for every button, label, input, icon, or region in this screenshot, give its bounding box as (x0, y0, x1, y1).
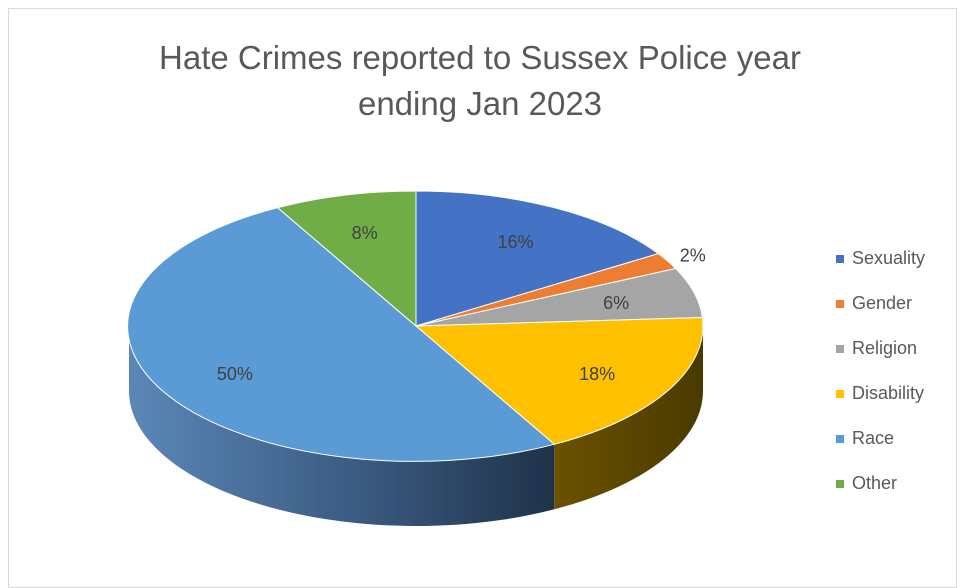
pie-side-race (129, 326, 555, 526)
legend-item-religion: Religion (836, 326, 925, 371)
legend-item-sexuality: Sexuality (836, 236, 925, 281)
legend-swatch (836, 434, 844, 443)
pie-slices (127, 190, 704, 462)
chart-title-line-2: ending Jan 2023 (357, 85, 603, 122)
legend-item-other: Other (836, 461, 925, 506)
chart-title: Hate Crimes reported to Sussex Police ye… (0, 35, 960, 127)
legend-item-gender: Gender (836, 281, 925, 326)
legend: Sexuality Gender Religion Disability Race Oth… (836, 236, 925, 506)
legend-label: Gender (852, 293, 913, 313)
legend-label: Other (852, 473, 898, 493)
pie-slice-sexuality (415, 190, 660, 327)
legend-swatch (836, 389, 844, 398)
data-label-disability: 18% (579, 364, 615, 384)
pie-slice-other (276, 190, 417, 328)
data-label-gender: 2% (680, 246, 706, 266)
legend-label: Sexuality (852, 248, 926, 268)
legend-swatch (836, 254, 844, 263)
chart-title-line-1: Hate Crimes reported to Sussex Police ye… (159, 39, 801, 76)
data-label-sexuality: 16% (497, 232, 533, 252)
data-label-religion: 6% (603, 293, 629, 313)
pie-slice-disability (414, 317, 704, 445)
data-label-other: 8% (352, 223, 378, 243)
legend-label: Disability (852, 383, 925, 403)
legend-swatch (836, 344, 844, 353)
legend-swatch (836, 299, 844, 308)
pie-side-disability (554, 326, 703, 510)
data-label-race: 50% (217, 364, 253, 384)
legend-label: Religion (852, 338, 918, 358)
legend-item-race: Race (836, 416, 925, 461)
legend-label: Race (852, 428, 895, 448)
pie-slice-race (127, 207, 556, 462)
pie-data-labels: 16% 2% 6% 18% 50% 8% (217, 223, 706, 384)
legend-swatch (836, 479, 844, 488)
pie-sides (129, 326, 703, 526)
legend-item-disability: Disability (836, 371, 925, 416)
